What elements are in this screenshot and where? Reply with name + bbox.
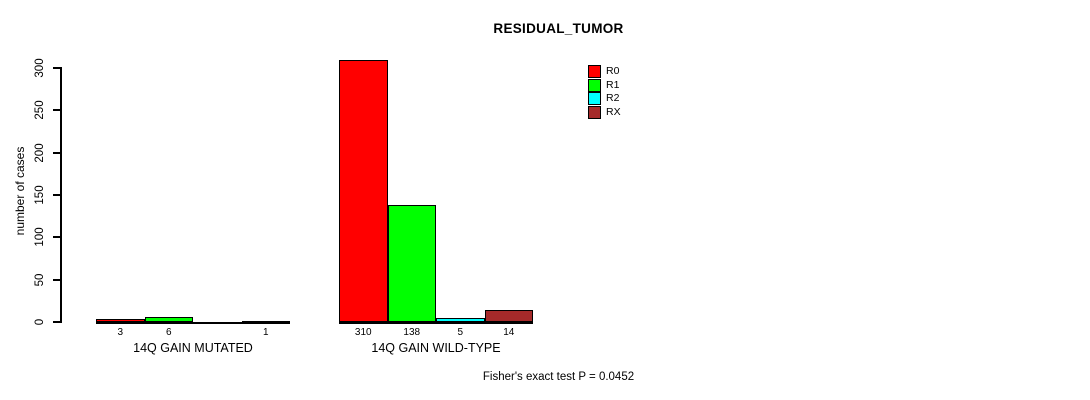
stat-annotation: Fisher's exact test P = 0.0452 — [482, 371, 635, 383]
bar-r1 — [144, 316, 193, 322]
bar-count-label: 138 — [403, 327, 421, 338]
legend-swatch-r1 — [588, 78, 601, 92]
y-tick — [53, 236, 60, 239]
bar-r1 — [387, 205, 436, 322]
y-tick — [53, 321, 60, 323]
x-axis-line — [96, 322, 290, 324]
chart-title: RESIDUAL_TUMOR — [493, 21, 624, 36]
bar-r2 — [436, 317, 485, 322]
legend-label: RX — [606, 105, 621, 118]
bar-count-label: 5 — [457, 327, 464, 338]
legend-swatch-r0 — [588, 65, 601, 78]
bar-count-label: 6 — [165, 327, 172, 338]
y-tick — [53, 194, 60, 196]
bar-count-label: 14 — [503, 327, 515, 338]
y-tick — [53, 67, 60, 69]
group-label: 14Q GAIN MUTATED — [133, 341, 253, 355]
bar-count-label: 3 — [117, 327, 124, 338]
bar-count-label: 310 — [354, 327, 372, 338]
y-axis-line — [60, 67, 62, 323]
bar-r0 — [339, 59, 388, 322]
legend-swatch-r2 — [588, 92, 601, 105]
y-tick — [53, 151, 60, 154]
legend-label: R0 — [606, 65, 620, 77]
bar-rx — [484, 310, 533, 322]
x-axis-line — [339, 322, 533, 324]
legend-label: R2 — [606, 92, 620, 104]
group-label: 14Q GAIN WILD-TYPE — [371, 341, 501, 355]
y-tick — [53, 278, 60, 281]
bar-r0 — [96, 319, 145, 322]
legend-swatch-rx — [588, 105, 601, 119]
legend-label: R1 — [606, 78, 620, 91]
bar-rx — [241, 321, 290, 323]
y-tick — [53, 109, 60, 112]
bar-count-label: 1 — [262, 327, 269, 338]
